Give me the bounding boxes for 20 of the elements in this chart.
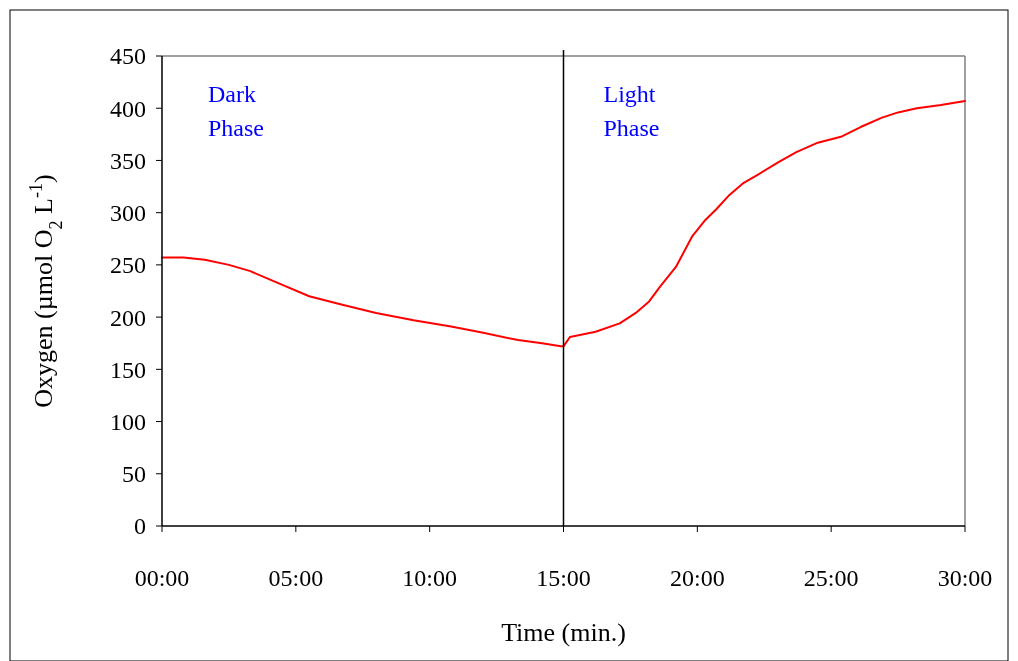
y-tick-label: 350 [110,147,146,174]
x-tick-label: 05:00 [268,565,324,591]
x-axis-title: Time (min.) [501,618,626,647]
y-tick-label: 150 [110,356,146,383]
y-tick-label: 100 [110,408,146,435]
annotation: Dark Phase [208,81,264,141]
y-tick-label: 200 [110,304,146,331]
x-tick-label: 10:00 [402,565,457,591]
x-tick-label: 30:00 [937,565,993,591]
y-tick-label: 50 [122,461,146,488]
x-tick-label: 20:00 [670,565,725,591]
y-tick-label: 0 [134,513,146,540]
y-tick-label: 250 [110,252,146,279]
y-tick-label: 400 [110,95,146,122]
x-tick-label: 00:00 [134,565,190,591]
y-tick-label: 300 [110,200,146,227]
y-tick-label: 450 [110,43,146,70]
x-tick-label: 25:00 [803,565,859,591]
x-tick-label: 15:00 [536,565,591,591]
annotation: Light Phase [603,81,660,141]
